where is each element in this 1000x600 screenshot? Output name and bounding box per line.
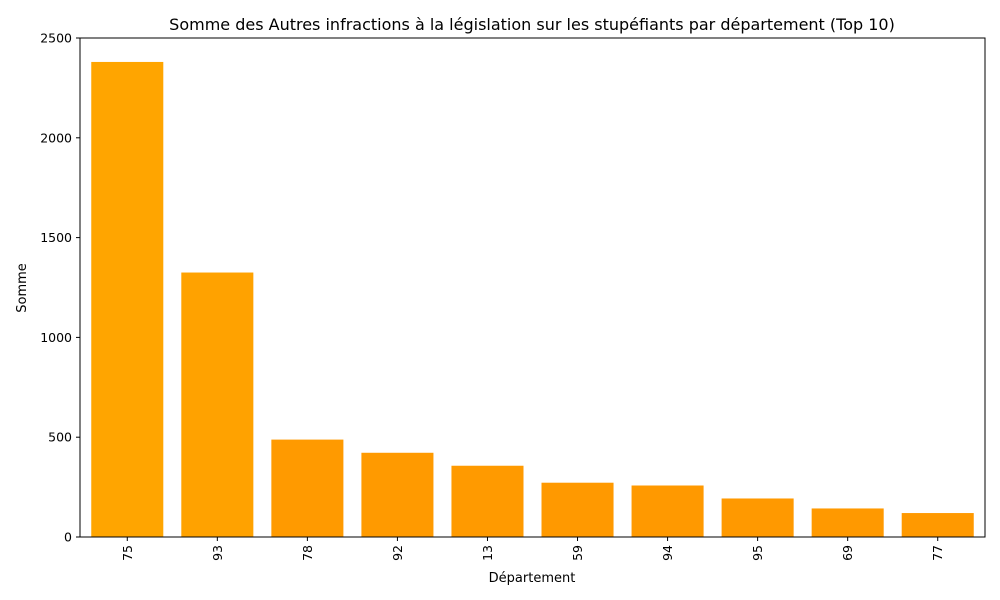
x-tick-label-69: 69 (840, 545, 855, 561)
x-tick-label-78: 78 (300, 545, 315, 561)
x-tick-label-93: 93 (210, 545, 225, 561)
y-axis-label: Somme (15, 263, 30, 313)
x-tick-label-59: 59 (570, 545, 585, 561)
x-tick-label-95: 95 (750, 545, 765, 561)
bar-13 (451, 465, 524, 537)
bar-69 (811, 508, 884, 537)
y-tick-label-2500: 2500 (40, 31, 72, 46)
y-tick-label-500: 500 (48, 430, 72, 445)
y-tick-label-0: 0 (64, 530, 72, 545)
y-tick-label-1500: 1500 (40, 230, 72, 245)
x-tick-label-92: 92 (390, 545, 405, 561)
x-tick-label-77: 77 (930, 545, 945, 561)
bar-94 (631, 485, 704, 537)
bar-77 (901, 513, 974, 537)
chart-title: Somme des Autres infractions à la législ… (169, 15, 895, 34)
bar-95 (721, 498, 794, 537)
x-tick-label-94: 94 (660, 545, 675, 561)
y-axis: 0 500 1000 1500 2000 2500 (40, 31, 80, 545)
x-tick-label-75: 75 (120, 545, 135, 561)
plot-frame (79, 37, 986, 538)
y-tick-label-2000: 2000 (40, 130, 72, 145)
bar-93 (181, 272, 254, 537)
bar-75 (91, 61, 164, 538)
y-tick-label-1000: 1000 (40, 330, 72, 345)
bar-59 (541, 482, 614, 537)
x-tick-label-13: 13 (480, 545, 495, 561)
bars-group (91, 61, 974, 538)
x-axis-label: Département (489, 571, 576, 586)
bar-92 (361, 452, 434, 537)
bar-78 (271, 439, 344, 537)
x-axis: 75 93 78 92 13 59 94 95 69 77 (120, 537, 945, 561)
